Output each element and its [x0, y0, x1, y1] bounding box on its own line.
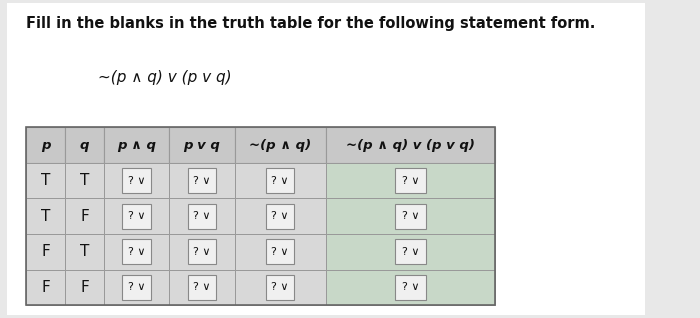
FancyBboxPatch shape — [395, 204, 426, 229]
Text: F: F — [41, 280, 50, 295]
Bar — [234, 163, 326, 198]
Text: ? ∨: ? ∨ — [272, 211, 289, 221]
Text: ~(p ∧ q) v (p v q): ~(p ∧ q) v (p v q) — [98, 70, 231, 85]
Bar — [169, 270, 235, 305]
FancyBboxPatch shape — [188, 275, 216, 300]
FancyBboxPatch shape — [6, 3, 645, 315]
Bar — [169, 163, 235, 198]
Text: ? ∨: ? ∨ — [128, 176, 146, 186]
Bar — [104, 127, 169, 163]
Text: T: T — [41, 173, 50, 188]
Text: T: T — [80, 173, 90, 188]
Bar — [234, 198, 326, 234]
Text: q: q — [80, 139, 90, 151]
Text: p: p — [41, 139, 50, 151]
Bar — [104, 234, 169, 270]
Bar — [65, 127, 104, 163]
Text: p ∧ q: p ∧ q — [118, 139, 156, 151]
Bar — [234, 234, 326, 270]
Bar — [26, 163, 65, 198]
Text: ~(p ∧ q) v (p v q): ~(p ∧ q) v (p v q) — [346, 139, 475, 151]
Bar — [104, 270, 169, 305]
Text: p v q: p v q — [183, 139, 220, 151]
FancyBboxPatch shape — [266, 275, 295, 300]
Bar — [26, 234, 65, 270]
Text: ? ∨: ? ∨ — [272, 247, 289, 257]
FancyBboxPatch shape — [122, 275, 151, 300]
Bar — [26, 270, 65, 305]
Bar — [26, 127, 495, 305]
Text: ? ∨: ? ∨ — [193, 211, 211, 221]
Bar — [234, 270, 326, 305]
Text: ? ∨: ? ∨ — [402, 247, 419, 257]
Text: T: T — [80, 244, 90, 259]
Bar — [326, 234, 495, 270]
Bar — [65, 198, 104, 234]
Bar — [326, 163, 495, 198]
Text: ? ∨: ? ∨ — [128, 282, 146, 293]
FancyBboxPatch shape — [122, 204, 151, 229]
Text: T: T — [41, 209, 50, 224]
FancyBboxPatch shape — [266, 239, 295, 264]
Text: ? ∨: ? ∨ — [272, 176, 289, 186]
FancyBboxPatch shape — [188, 204, 216, 229]
Text: Fill in the blanks in the truth table for the following statement form.: Fill in the blanks in the truth table fo… — [26, 16, 596, 31]
Bar — [326, 127, 495, 163]
Bar — [169, 127, 235, 163]
Text: ? ∨: ? ∨ — [402, 211, 419, 221]
FancyBboxPatch shape — [395, 275, 426, 300]
Text: ? ∨: ? ∨ — [193, 247, 211, 257]
FancyBboxPatch shape — [266, 168, 295, 193]
Text: ? ∨: ? ∨ — [272, 282, 289, 293]
Text: ? ∨: ? ∨ — [402, 176, 419, 186]
FancyBboxPatch shape — [122, 168, 151, 193]
FancyBboxPatch shape — [266, 204, 295, 229]
Text: ? ∨: ? ∨ — [128, 247, 146, 257]
Text: ? ∨: ? ∨ — [193, 176, 211, 186]
FancyBboxPatch shape — [395, 168, 426, 193]
Bar — [65, 163, 104, 198]
Bar — [326, 198, 495, 234]
FancyBboxPatch shape — [122, 239, 151, 264]
Text: F: F — [80, 280, 89, 295]
Bar — [234, 127, 326, 163]
Bar — [326, 270, 495, 305]
Text: ~(p ∧ q): ~(p ∧ q) — [249, 139, 312, 151]
Text: ? ∨: ? ∨ — [402, 282, 419, 293]
Bar — [26, 127, 65, 163]
Bar — [104, 163, 169, 198]
Text: F: F — [80, 209, 89, 224]
Text: ? ∨: ? ∨ — [128, 211, 146, 221]
Bar — [169, 198, 235, 234]
Text: F: F — [41, 244, 50, 259]
Bar — [104, 198, 169, 234]
Bar — [65, 270, 104, 305]
FancyBboxPatch shape — [188, 168, 216, 193]
Bar — [26, 198, 65, 234]
FancyBboxPatch shape — [188, 239, 216, 264]
Bar — [65, 234, 104, 270]
FancyBboxPatch shape — [395, 239, 426, 264]
Bar — [169, 234, 235, 270]
Text: ? ∨: ? ∨ — [193, 282, 211, 293]
